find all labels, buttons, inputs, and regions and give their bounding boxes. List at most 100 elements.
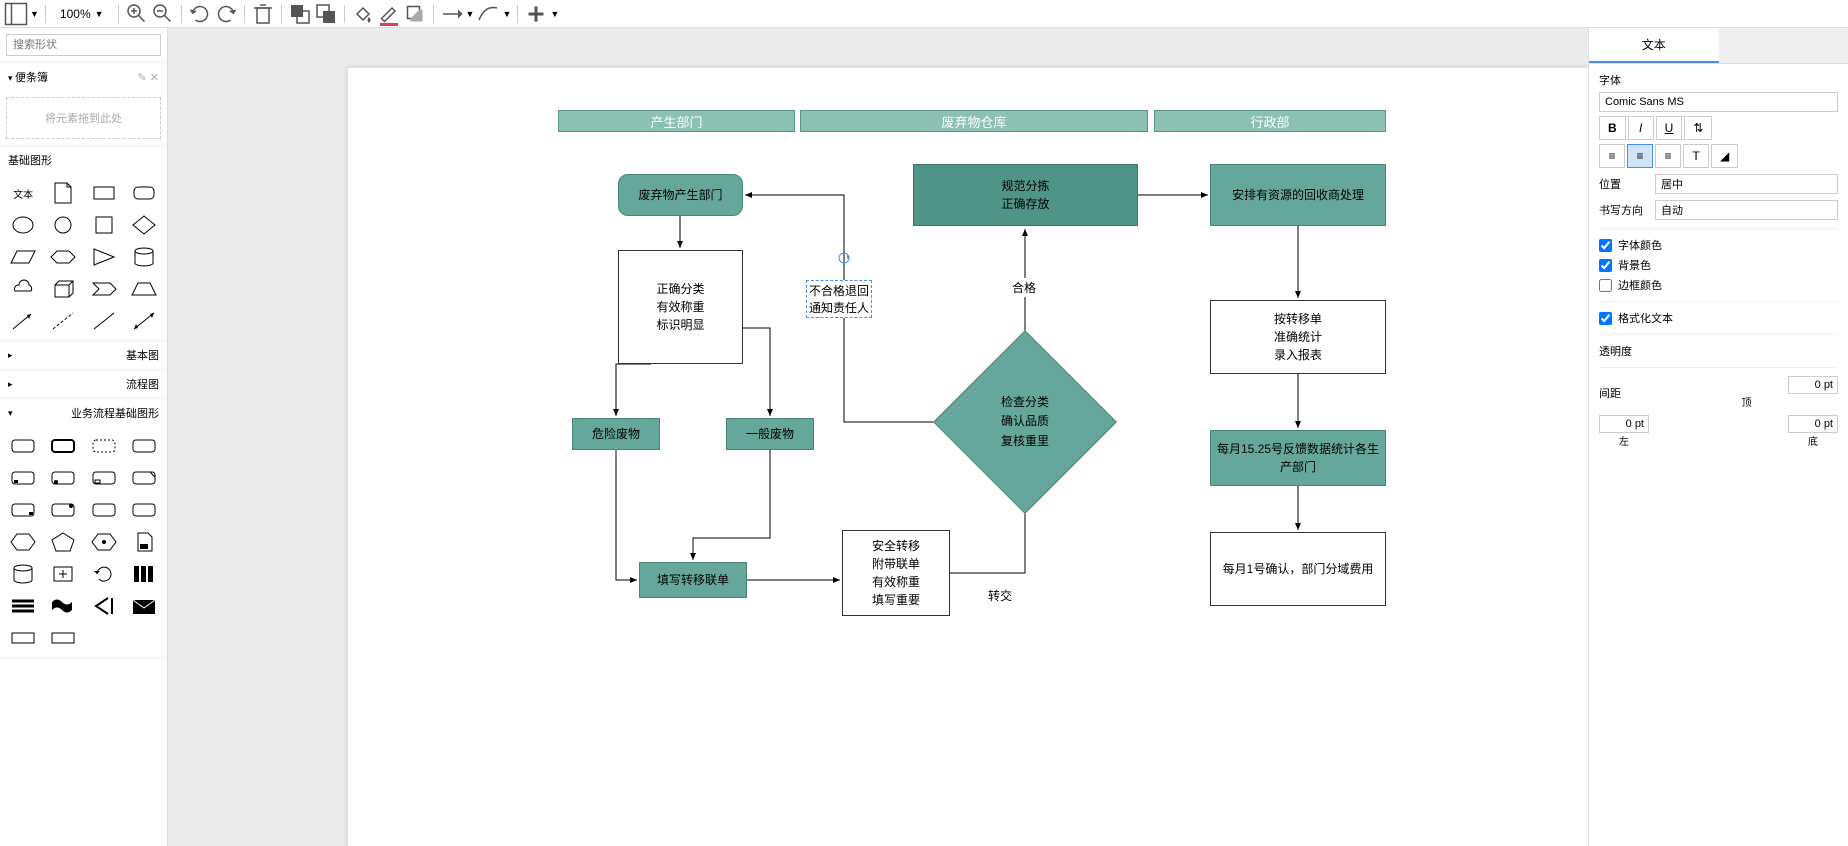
bg-color-check[interactable]: 背景色 bbox=[1599, 257, 1838, 273]
bshape-11[interactable] bbox=[85, 495, 123, 525]
shape-page[interactable] bbox=[44, 178, 82, 208]
canvas-area[interactable]: 产生部门废弃物仓库行政部废弃物产生部门正确分类有效称重标识明显危险废物 一般废物填… bbox=[168, 28, 1588, 846]
bshape-3[interactable] bbox=[85, 431, 123, 461]
shape-cylinder[interactable] bbox=[125, 242, 163, 272]
bshape-4[interactable] bbox=[125, 431, 163, 461]
waypoint-icon[interactable] bbox=[476, 2, 500, 26]
shape-cloud[interactable] bbox=[4, 274, 42, 304]
node-n4[interactable]: 一般废物 bbox=[726, 418, 814, 450]
italic-button[interactable]: I bbox=[1628, 116, 1654, 140]
node-n12[interactable]: 每月1号确认，部门分域费用 bbox=[1210, 532, 1386, 606]
shape-text[interactable]: 文本 bbox=[4, 178, 42, 208]
swimlane-head-0[interactable]: 产生部门 bbox=[558, 110, 795, 132]
shape-square[interactable] bbox=[85, 210, 123, 240]
swimlane-head-2[interactable]: 行政部 bbox=[1154, 110, 1386, 132]
node-n5[interactable]: 填写转移联单 bbox=[639, 562, 747, 598]
swimlane-head-1[interactable]: 废弃物仓库 bbox=[800, 110, 1148, 132]
bshape-7[interactable] bbox=[85, 463, 123, 493]
delete-icon[interactable] bbox=[251, 2, 275, 26]
node-n6[interactable]: 安全转移附带联单有效称重填写重要 bbox=[842, 530, 950, 616]
bshape-lines[interactable] bbox=[4, 591, 42, 621]
connection-icon[interactable] bbox=[440, 2, 464, 26]
bshape-mail[interactable] bbox=[125, 591, 163, 621]
scratchpad-actions[interactable]: ✎ ✕ bbox=[138, 71, 160, 84]
shape-parallelogram[interactable] bbox=[4, 242, 42, 272]
shape-step[interactable] bbox=[85, 274, 123, 304]
bshape-8[interactable] bbox=[125, 463, 163, 493]
basic-diagram-head[interactable]: ▸ 基本图 bbox=[0, 341, 167, 369]
edge-label-reject[interactable]: 不合格退回通知责任人 bbox=[806, 280, 872, 318]
shape-line[interactable] bbox=[85, 306, 123, 336]
edge-label-ok[interactable]: 合格 bbox=[1010, 278, 1038, 297]
zoom-in-icon[interactable] bbox=[125, 2, 149, 26]
bshape-5[interactable] bbox=[4, 463, 42, 493]
writing-input[interactable] bbox=[1655, 200, 1838, 220]
spacing-left-input[interactable] bbox=[1599, 415, 1649, 433]
node-n11[interactable]: 每月15.25号反馈数据统计各生产部门 bbox=[1210, 430, 1386, 486]
shape-arrow[interactable] bbox=[4, 306, 42, 336]
bshape-plus[interactable] bbox=[44, 559, 82, 589]
undo-icon[interactable] bbox=[188, 2, 212, 26]
node-n2[interactable]: 正确分类有效称重标识明显 bbox=[618, 250, 743, 364]
scratchpad-head[interactable]: ▾ 便条簿 ✎ ✕ bbox=[0, 63, 167, 91]
node-n9[interactable]: 安排有资源的回收商处理 bbox=[1210, 164, 1386, 226]
node-n1[interactable]: 废弃物产生部门 bbox=[618, 174, 743, 216]
bshape-10[interactable] bbox=[44, 495, 82, 525]
bshape-9[interactable] bbox=[4, 495, 42, 525]
to-back-icon[interactable] bbox=[314, 2, 338, 26]
node-n8[interactable]: 规范分拣正确存放 bbox=[913, 164, 1138, 226]
bshape-1[interactable] bbox=[4, 431, 42, 461]
node-n7[interactable]: 检查分类确认品质复核重里 bbox=[960, 357, 1090, 487]
bshape-db[interactable] bbox=[4, 559, 42, 589]
bshape-r1[interactable] bbox=[4, 623, 42, 653]
line-color-icon[interactable] bbox=[377, 2, 401, 26]
tab-text[interactable]: 文本 bbox=[1589, 28, 1719, 63]
spacing-top-input[interactable] bbox=[1788, 376, 1838, 394]
zoom-select[interactable]: 100% ▼ bbox=[52, 7, 112, 21]
align-center-button[interactable]: ≡ bbox=[1627, 144, 1653, 168]
border-color-check[interactable]: 边框颜色 bbox=[1599, 277, 1838, 293]
shape-cube[interactable] bbox=[44, 274, 82, 304]
flowchart-head[interactable]: ▸ 流程图 bbox=[0, 370, 167, 398]
shape-rect[interactable] bbox=[85, 178, 123, 208]
shape-biarrow[interactable] bbox=[125, 306, 163, 336]
align-left-button[interactable]: ≡ bbox=[1599, 144, 1625, 168]
business-flow-head[interactable]: ▾ 业务流程基础图形 bbox=[0, 399, 167, 427]
bshape-refresh[interactable] bbox=[85, 559, 123, 589]
align-right-button[interactable]: ≡ bbox=[1655, 144, 1681, 168]
bshape-6[interactable] bbox=[44, 463, 82, 493]
zoom-out-icon[interactable] bbox=[151, 2, 175, 26]
position-input[interactable] bbox=[1655, 174, 1838, 194]
bg-color-button[interactable]: ◢ bbox=[1711, 144, 1738, 168]
shape-rounded[interactable] bbox=[125, 178, 163, 208]
format-text-check[interactable]: 格式化文本 bbox=[1599, 310, 1838, 326]
shape-ellipse[interactable] bbox=[4, 210, 42, 240]
shape-dashed[interactable] bbox=[44, 306, 82, 336]
bshape-prev[interactable] bbox=[85, 591, 123, 621]
layout-icon[interactable] bbox=[4, 2, 28, 26]
shape-circle[interactable] bbox=[44, 210, 82, 240]
bold-button[interactable]: B bbox=[1599, 116, 1626, 140]
shape-trapezoid[interactable] bbox=[125, 274, 163, 304]
tab-extra[interactable] bbox=[1719, 28, 1848, 63]
to-front-icon[interactable] bbox=[288, 2, 312, 26]
node-n3[interactable]: 危险废物 bbox=[572, 418, 660, 450]
drop-zone[interactable]: 将元素拖到此处 bbox=[6, 97, 161, 139]
spacing-bottom-input[interactable] bbox=[1788, 415, 1838, 433]
shape-triangle[interactable] bbox=[85, 242, 123, 272]
shadow-icon[interactable] bbox=[403, 2, 427, 26]
underline-button[interactable]: U bbox=[1656, 116, 1683, 140]
add-icon[interactable] bbox=[524, 2, 548, 26]
bshape-12[interactable] bbox=[125, 495, 163, 525]
bshape-pent[interactable] bbox=[44, 527, 82, 557]
search-input[interactable] bbox=[6, 34, 161, 56]
font-color-check[interactable]: 字体颜色 bbox=[1599, 237, 1838, 253]
bshape-r2[interactable] bbox=[44, 623, 82, 653]
bshape-hex[interactable] bbox=[4, 527, 42, 557]
fill-icon[interactable] bbox=[351, 2, 375, 26]
font-family-input[interactable] bbox=[1599, 92, 1838, 112]
basic-shapes-head[interactable]: 基础图形 bbox=[0, 146, 167, 174]
text-color-button[interactable]: T bbox=[1683, 144, 1709, 168]
bshape-doc[interactable] bbox=[125, 527, 163, 557]
edge-label-submit[interactable]: 转交 bbox=[986, 586, 1014, 605]
